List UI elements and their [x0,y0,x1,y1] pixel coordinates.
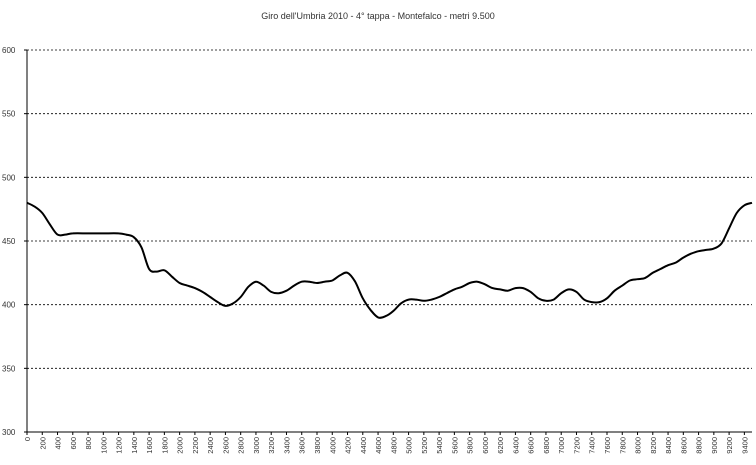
grid-lines [27,49,752,369]
x-tick-label: 8600 [679,437,688,454]
x-tick-label: 1000 [99,437,108,454]
x-tick-label: 7600 [603,437,612,454]
chart-title: Giro dell'Umbria 2010 - 4° tappa - Monte… [261,11,494,21]
x-tick-label: 4400 [359,437,368,454]
x-tick-label: 3200 [267,437,276,454]
x-tick-label: 8800 [695,437,704,454]
x-tick-label: 4000 [328,437,337,454]
x-tick-label: 2600 [221,437,230,454]
x-tick-label: 5200 [420,437,429,454]
x-tick-label: 8000 [634,437,643,454]
x-tick-label: 800 [84,437,93,450]
x-tick-label: 1200 [115,437,124,454]
y-tick-label: 400 [2,301,16,310]
x-tick-label: 4800 [389,437,398,454]
x-tick-label: 7000 [557,437,566,454]
x-tick-label: 5800 [466,437,475,454]
x-tick-label: 600 [69,437,78,450]
y-tick-label: 500 [2,173,16,182]
elevation-line [26,201,753,319]
x-tick-label: 5000 [405,437,414,454]
x-tick-label: 2400 [206,437,215,454]
x-tick-label: 8200 [649,437,658,454]
x-tick-label: 6800 [542,437,551,454]
x-tick-label: 2800 [237,437,246,454]
y-tick-label: 350 [2,364,16,373]
x-tick-label: 3400 [282,437,291,454]
x-tick-label: 5600 [450,437,459,454]
x-tick-label: 7200 [572,437,581,454]
y-tick-label: 450 [2,237,16,246]
y-tick-label: 300 [2,428,16,437]
x-tick-label: 400 [54,437,63,450]
x-tick-label: 6000 [481,437,490,454]
x-tick-label: 9000 [710,437,719,454]
x-tick-label: 1800 [160,437,169,454]
x-tick-label: 5400 [435,437,444,454]
x-tick-label: 8400 [664,437,673,454]
x-tick-label: 2000 [176,437,185,454]
x-tick-label: 9200 [725,437,734,454]
x-tick-label: 0 [23,437,32,441]
x-tick-label: 3000 [252,437,261,454]
x-tick-label: 200 [38,437,47,450]
x-axis-ticks: 0 200 400 600 800 1000 1200 1400 1600 1800 2000 220… [23,432,749,454]
x-tick-label: 7800 [618,437,627,454]
x-tick-label: 6400 [511,437,520,454]
x-tick-label: 4600 [374,437,383,454]
x-tick-label: 3800 [313,437,322,454]
y-tick-label: 600 [2,46,16,55]
x-tick-label: 6600 [527,437,536,454]
x-tick-label: 7400 [588,437,597,454]
y-tick-label: 550 [2,110,16,119]
x-tick-label: 1600 [145,437,154,454]
x-tick-label: 1400 [130,437,139,454]
x-tick-label: 3600 [298,437,307,454]
x-tick-label: 4200 [344,437,353,454]
x-tick-label: 6200 [496,437,505,454]
x-tick-label: 2200 [191,437,200,454]
y-axis-ticks: 300 350 400 450 500 550 600 [2,46,27,437]
x-tick-label: 9400 [740,437,749,454]
